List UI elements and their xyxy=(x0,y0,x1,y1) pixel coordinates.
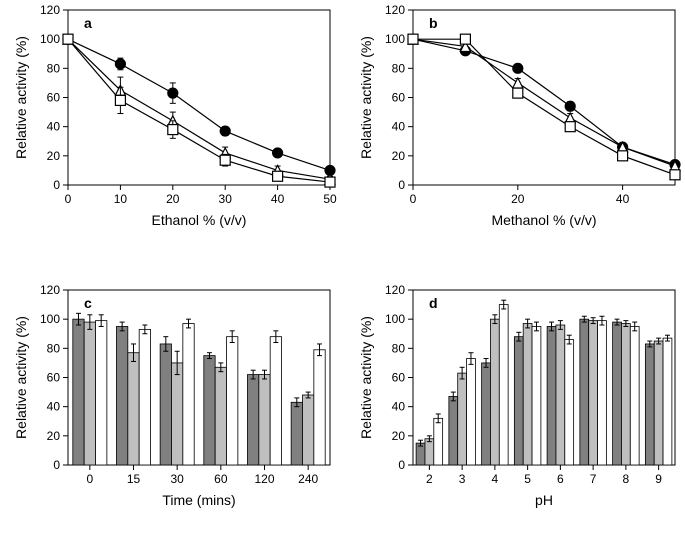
svg-text:120: 120 xyxy=(40,283,60,297)
panel-a: 0 20 40 60 80 100 120 0 10 20 30 40 50 Ethanol % (v/v… xyxy=(10,0,340,235)
svg-text:100: 100 xyxy=(385,312,405,326)
panel-b: 0 20 40 60 80 100 120 0 20 40 Methanol % (v/v) Rela… xyxy=(355,0,685,235)
svg-text:10: 10 xyxy=(114,192,128,206)
svg-text:40: 40 xyxy=(47,120,61,134)
svg-text:0: 0 xyxy=(398,458,405,472)
svg-text:120: 120 xyxy=(254,472,274,486)
svg-text:3: 3 xyxy=(459,472,466,486)
svg-text:20: 20 xyxy=(166,192,180,206)
svg-text:9: 9 xyxy=(655,472,662,486)
svg-text:20: 20 xyxy=(392,429,406,443)
svg-text:30: 30 xyxy=(219,192,233,206)
svg-text:80: 80 xyxy=(47,341,61,355)
svg-text:0: 0 xyxy=(86,472,93,486)
svg-text:20: 20 xyxy=(392,149,406,163)
svg-text:Relative activity (%): Relative activity (%) xyxy=(13,36,29,159)
svg-text:6: 6 xyxy=(557,472,564,486)
svg-text:40: 40 xyxy=(392,400,406,414)
svg-text:pH: pH xyxy=(535,492,553,508)
svg-text:0: 0 xyxy=(53,178,60,192)
svg-text:Relative activity (%): Relative activity (%) xyxy=(13,316,29,439)
svg-text:a: a xyxy=(84,15,92,31)
svg-text:60: 60 xyxy=(47,91,61,105)
panel-c: 0 20 40 60 80 100 120 0 15 30 60 120 240 Time (mins) R… xyxy=(10,280,340,515)
svg-text:Time (mins): Time (mins) xyxy=(162,492,235,508)
svg-text:40: 40 xyxy=(47,400,61,414)
svg-text:40: 40 xyxy=(616,192,630,206)
svg-text:100: 100 xyxy=(40,312,60,326)
svg-text:7: 7 xyxy=(590,472,597,486)
svg-text:20: 20 xyxy=(511,192,525,206)
svg-text:15: 15 xyxy=(127,472,141,486)
svg-text:20: 20 xyxy=(47,149,61,163)
svg-text:80: 80 xyxy=(47,61,61,75)
svg-text:Ethanol % (v/v): Ethanol % (v/v) xyxy=(152,212,247,228)
svg-text:60: 60 xyxy=(47,371,61,385)
svg-text:2: 2 xyxy=(426,472,433,486)
svg-text:0: 0 xyxy=(410,192,417,206)
svg-text:Relative activity (%): Relative activity (%) xyxy=(358,36,374,159)
svg-text:40: 40 xyxy=(271,192,285,206)
svg-text:120: 120 xyxy=(385,3,405,17)
svg-text:d: d xyxy=(429,295,438,311)
svg-text:60: 60 xyxy=(392,371,406,385)
svg-text:40: 40 xyxy=(392,120,406,134)
svg-text:60: 60 xyxy=(392,91,406,105)
svg-text:60: 60 xyxy=(214,472,228,486)
svg-text:80: 80 xyxy=(392,61,406,75)
svg-text:240: 240 xyxy=(298,472,318,486)
svg-text:50: 50 xyxy=(323,192,337,206)
svg-text:30: 30 xyxy=(170,472,184,486)
svg-text:100: 100 xyxy=(40,32,60,46)
svg-text:20: 20 xyxy=(47,429,61,443)
svg-text:0: 0 xyxy=(53,458,60,472)
svg-text:b: b xyxy=(429,15,438,31)
svg-text:8: 8 xyxy=(623,472,630,486)
svg-text:120: 120 xyxy=(40,3,60,17)
svg-text:80: 80 xyxy=(392,341,406,355)
svg-text:0: 0 xyxy=(398,178,405,192)
svg-text:4: 4 xyxy=(492,472,499,486)
svg-text:0: 0 xyxy=(65,192,72,206)
svg-text:c: c xyxy=(84,295,92,311)
svg-text:Relative activity (%): Relative activity (%) xyxy=(358,316,374,439)
svg-text:100: 100 xyxy=(385,32,405,46)
svg-text:5: 5 xyxy=(524,472,531,486)
svg-text:Methanol % (v/v): Methanol % (v/v) xyxy=(491,212,596,228)
panel-d: 0 20 40 60 80 100 120 2 3 4 5 6 7 8 9 pH Relative activi… xyxy=(355,280,685,515)
svg-text:120: 120 xyxy=(385,283,405,297)
